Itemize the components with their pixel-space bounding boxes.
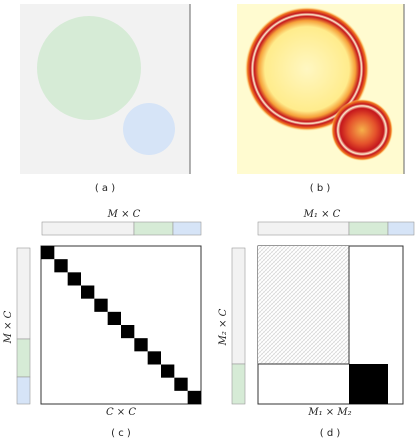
d-top-bar-blue-segment <box>387 221 415 236</box>
side-bar-gray-segment <box>16 247 31 340</box>
panel-d-hatched-block <box>258 246 349 364</box>
diagonal-block <box>134 338 148 352</box>
panel-d-side-label: M₂ × C <box>218 308 229 346</box>
side-bar-blue-segment <box>16 376 31 405</box>
diagonal-block <box>187 390 201 404</box>
panel-c-side-bar <box>16 247 31 405</box>
diagonal-block <box>147 351 161 365</box>
diagonal-block <box>94 298 108 312</box>
top-bar-blue-segment <box>172 221 202 236</box>
panel-d-bottom-label: M₁ × M₂ <box>307 407 351 418</box>
diagonal-block <box>121 325 135 339</box>
diagonal-block <box>54 259 68 273</box>
d-side-bar-gray-segment <box>231 247 246 365</box>
side-bar-green-segment <box>16 338 31 378</box>
panel-b: ( b ) <box>237 4 405 194</box>
panel-a-small-circle <box>123 103 175 155</box>
panel-d-top-label: M₁ × C <box>303 209 341 220</box>
panel-c: M × C M × C C × C ( c ) <box>3 209 202 439</box>
diagonal-block <box>174 377 188 391</box>
panel-d: M₁ × C M₂ × C M₁ × M₂ ( d ) <box>218 209 415 439</box>
panel-c-caption: ( c ) <box>111 428 131 439</box>
panel-c-top-label: M × C <box>107 209 141 220</box>
diagonal-block <box>81 285 95 299</box>
panel-b-caption: ( b ) <box>310 183 331 194</box>
d-top-bar-green-segment <box>348 221 389 236</box>
panel-b-large-ring <box>245 7 369 131</box>
diagonal-block <box>67 272 81 286</box>
panel-d-side-bar <box>231 247 246 405</box>
panel-b-small-ring <box>331 99 393 161</box>
diagonal-block <box>41 246 55 260</box>
panel-d-black-block <box>349 364 388 404</box>
panel-c-side-label: M × C <box>3 310 14 344</box>
top-bar-green-segment <box>133 221 174 236</box>
panel-c-top-bar <box>41 221 202 236</box>
panel-d-caption: ( d ) <box>320 428 341 439</box>
panel-a-caption: ( a ) <box>95 183 115 194</box>
top-bar-gray-segment <box>41 221 135 236</box>
panel-a-large-circle <box>37 16 141 120</box>
d-side-bar-green-segment <box>231 363 246 405</box>
panel-d-top-bar <box>257 221 415 236</box>
diagonal-block <box>161 364 175 378</box>
diagonal-block <box>107 311 121 325</box>
d-top-bar-gray-segment <box>257 221 350 236</box>
panel-c-diagonal-blocks <box>41 246 201 404</box>
panel-a: ( a ) <box>20 4 191 194</box>
panel-c-bottom-label: C × C <box>106 407 136 418</box>
